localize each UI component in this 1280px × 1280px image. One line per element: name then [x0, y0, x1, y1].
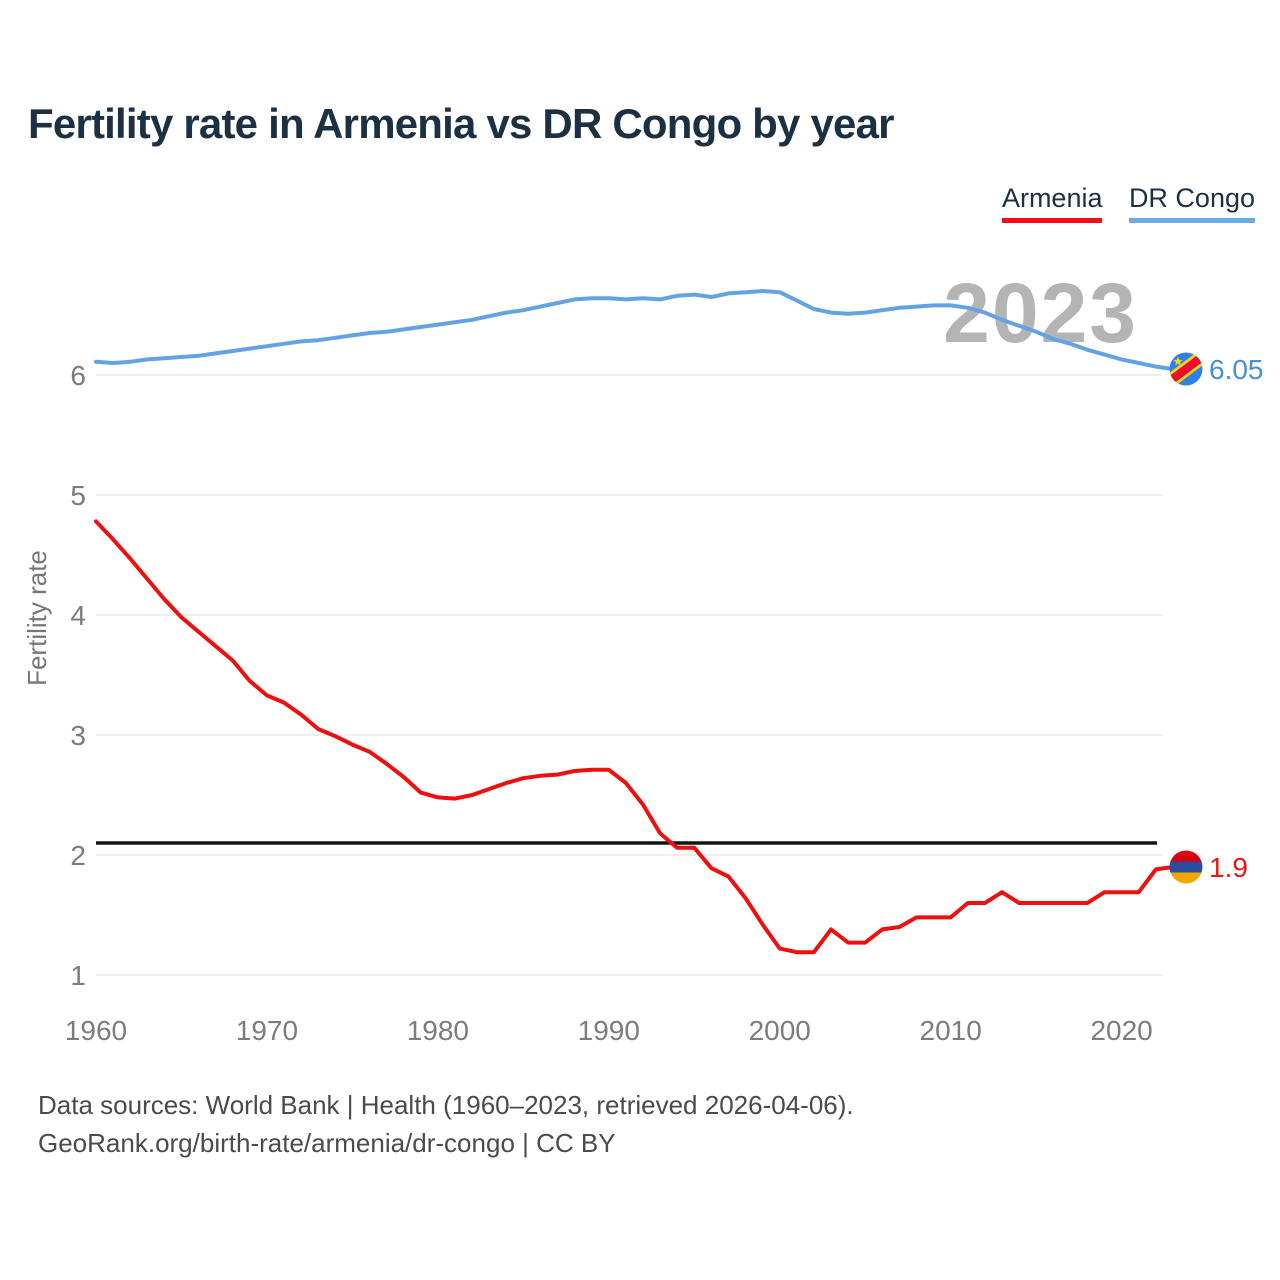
y-tick-label: 3	[70, 720, 86, 751]
series-line-armenia[interactable]	[94, 519, 1175, 955]
y-tick-label: 6	[70, 360, 86, 391]
x-tick-label: 1980	[407, 1015, 469, 1046]
y-tick-label: 2	[70, 840, 86, 871]
x-tick-label: 2010	[920, 1015, 982, 1046]
armenia-flag-band	[1169, 850, 1203, 862]
page-title: Fertility rate in Armenia vs DR Congo by…	[28, 100, 895, 147]
footer-attribution-line: GeoRank.org/birth-rate/armenia/dr-congo …	[38, 1128, 616, 1158]
armenia-flag-icon	[1169, 850, 1203, 884]
end-value-label-armenia: 1.9	[1209, 852, 1248, 883]
series-line-dr-congo[interactable]	[94, 289, 1175, 371]
y-tick-label: 1	[70, 960, 86, 991]
x-tick-label: 2020	[1090, 1015, 1152, 1046]
x-tick-label: 1990	[578, 1015, 640, 1046]
legend: Armenia DR Congo	[980, 183, 1255, 223]
footer-sources-line: Data sources: World Bank | Health (1960–…	[38, 1090, 854, 1120]
armenia-flag-band	[1169, 872, 1203, 884]
y-axis-title: Fertility rate	[22, 550, 52, 686]
y-tick-label: 5	[70, 480, 86, 511]
y-tick-label: 4	[70, 600, 86, 631]
x-tick-label: 2000	[749, 1015, 811, 1046]
end-value-label-dr-congo: 6.05	[1209, 354, 1264, 385]
x-tick-label: 1960	[65, 1015, 127, 1046]
dr-congo-flag-star	[1173, 356, 1183, 366]
legend-item-armenia[interactable]: Armenia	[1001, 183, 1103, 223]
watermark-year: 2023	[943, 266, 1138, 360]
armenia-flag-band	[1169, 861, 1203, 873]
footer: Data sources: World Bank | Health (1960–…	[38, 1086, 854, 1162]
dr-congo-flag-icon	[1169, 352, 1203, 386]
x-tick-label: 1970	[236, 1015, 298, 1046]
legend-item-dr-congo[interactable]: DR Congo	[1128, 183, 1255, 223]
